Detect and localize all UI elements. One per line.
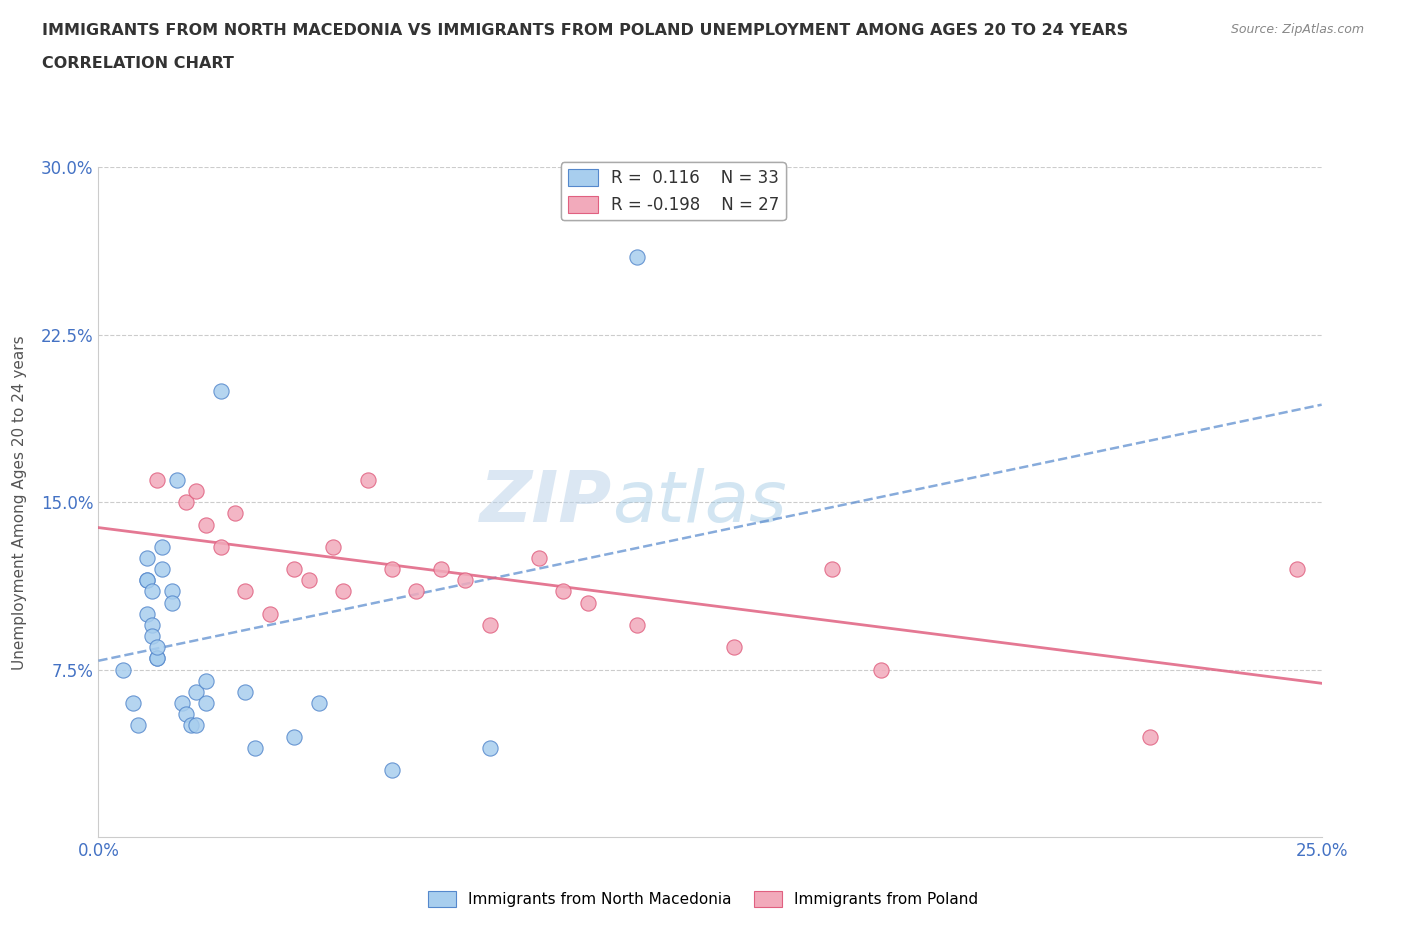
- Legend: R =  0.116    N = 33, R = -0.198    N = 27: R = 0.116 N = 33, R = -0.198 N = 27: [561, 163, 786, 220]
- Point: [180, 718, 202, 733]
- Point: [322, 539, 344, 554]
- Y-axis label: Unemployment Among Ages 20 to 24 years: Unemployment Among Ages 20 to 24 years: [13, 335, 27, 670]
- Point: [430, 562, 453, 577]
- Legend: Immigrants from North Macedonia, Immigrants from Poland: Immigrants from North Macedonia, Immigra…: [422, 884, 984, 913]
- Point: [166, 472, 188, 487]
- Point: [821, 562, 844, 577]
- Point: [195, 517, 218, 532]
- Point: [146, 472, 169, 487]
- Text: IMMIGRANTS FROM NORTH MACEDONIA VS IMMIGRANTS FROM POLAND UNEMPLOYMENT AMONG AGE: IMMIGRANTS FROM NORTH MACEDONIA VS IMMIG…: [42, 23, 1128, 38]
- Point: [209, 383, 232, 398]
- Point: [405, 584, 427, 599]
- Point: [176, 707, 198, 722]
- Point: [626, 249, 648, 264]
- Point: [141, 618, 163, 632]
- Point: [146, 651, 169, 666]
- Point: [209, 539, 232, 554]
- Point: [478, 618, 501, 632]
- Point: [308, 696, 330, 711]
- Point: [121, 696, 143, 711]
- Point: [1286, 562, 1309, 577]
- Point: [553, 584, 575, 599]
- Point: [160, 584, 183, 599]
- Point: [111, 662, 134, 677]
- Point: [478, 740, 501, 755]
- Point: [176, 495, 198, 510]
- Point: [332, 584, 354, 599]
- Point: [146, 640, 169, 655]
- Point: [381, 562, 404, 577]
- Point: [141, 629, 163, 644]
- Point: [186, 718, 208, 733]
- Point: [259, 606, 281, 621]
- Point: [141, 584, 163, 599]
- Point: [723, 640, 745, 655]
- Text: CORRELATION CHART: CORRELATION CHART: [42, 56, 233, 71]
- Point: [233, 684, 256, 699]
- Point: [870, 662, 893, 677]
- Point: [160, 595, 183, 610]
- Point: [283, 562, 305, 577]
- Point: [127, 718, 149, 733]
- Text: ZIP: ZIP: [479, 468, 612, 537]
- Point: [136, 551, 159, 565]
- Point: [224, 506, 246, 521]
- Point: [195, 696, 218, 711]
- Point: [243, 740, 266, 755]
- Point: [170, 696, 193, 711]
- Point: [283, 729, 305, 744]
- Point: [150, 539, 173, 554]
- Point: [381, 763, 404, 777]
- Point: [626, 618, 648, 632]
- Point: [186, 684, 208, 699]
- Point: [233, 584, 256, 599]
- Text: atlas: atlas: [612, 468, 787, 537]
- Point: [1139, 729, 1161, 744]
- Point: [150, 562, 173, 577]
- Point: [136, 573, 159, 588]
- Point: [186, 484, 208, 498]
- Point: [195, 673, 218, 688]
- Point: [576, 595, 599, 610]
- Point: [146, 651, 169, 666]
- Point: [298, 573, 321, 588]
- Point: [527, 551, 550, 565]
- Text: Source: ZipAtlas.com: Source: ZipAtlas.com: [1230, 23, 1364, 36]
- Point: [454, 573, 477, 588]
- Point: [136, 573, 159, 588]
- Point: [136, 606, 159, 621]
- Point: [356, 472, 378, 487]
